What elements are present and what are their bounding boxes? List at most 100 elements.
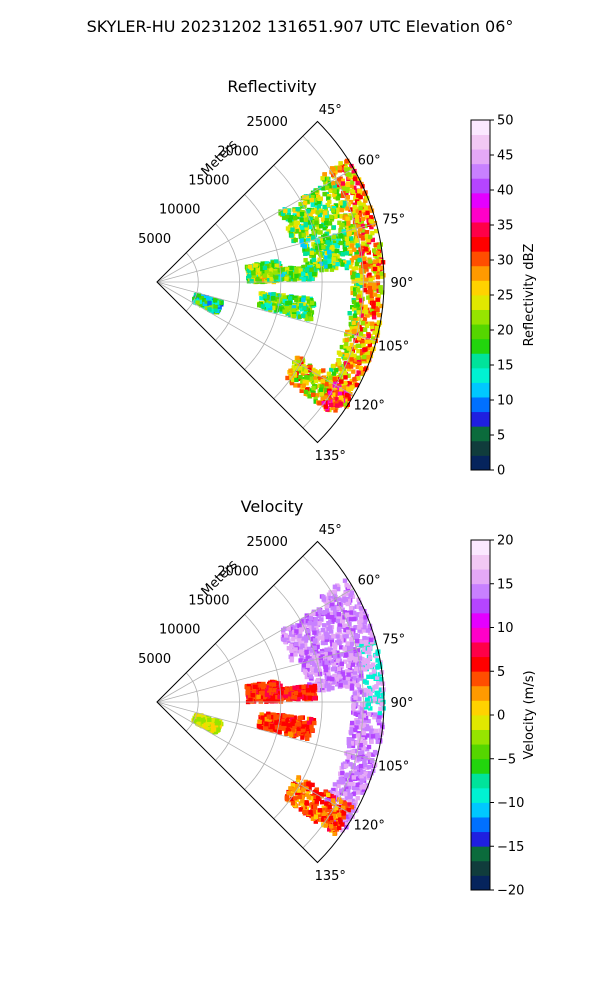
echo-pixel (285, 717, 290, 722)
echo-pixel (365, 313, 370, 318)
figure-title: SKYLER-HU 20231202 131651.907 UTC Elevat… (87, 17, 514, 36)
echo-pixel (352, 377, 357, 382)
echo-pixel (293, 647, 298, 652)
echo-pixel (310, 666, 315, 671)
echo-pixel (349, 805, 355, 810)
colorbar-segment (471, 787, 490, 803)
echo-pixel (299, 694, 304, 700)
echo-pixel (278, 209, 283, 214)
echo-pixel (361, 232, 366, 237)
echo-pixel (354, 702, 359, 707)
echo-pixel (352, 616, 357, 622)
echo-pixel (376, 681, 381, 686)
velocity-panel: Velocity50001000015000200002500045°60°75… (138, 497, 537, 899)
echo-pixel (347, 743, 352, 749)
echo-pixel (358, 613, 364, 618)
echo-pixel (367, 626, 373, 631)
echo-pixel (343, 659, 348, 664)
echo-pixel (351, 706, 356, 711)
colorbar-segment (471, 455, 490, 471)
echo-pixel (307, 220, 313, 225)
echo-pixel (297, 314, 303, 319)
echo-pixel (324, 185, 330, 190)
echo-pixel (357, 652, 362, 657)
echo-pixel (367, 623, 373, 629)
echo-pixel (277, 730, 282, 735)
echo-pixel (327, 241, 332, 246)
colorbar-tick-label: 15 (497, 577, 514, 592)
echo-pixel (351, 628, 356, 633)
echo-pixel (346, 737, 351, 742)
echo-pixel (355, 678, 360, 683)
echo-pixel (298, 202, 303, 207)
echo-pixel (366, 744, 372, 750)
echo-pixel (344, 786, 349, 791)
echo-pixel (342, 260, 348, 265)
echo-pixel (298, 268, 303, 273)
echo-pixel (328, 384, 333, 389)
echo-pixel (314, 611, 319, 617)
echo-pixel (310, 643, 315, 648)
echo-pixel (304, 217, 309, 222)
echo-pixel (340, 612, 346, 618)
echo-pixel (280, 211, 286, 217)
echo-pixel (257, 303, 262, 308)
colorbar-segment (471, 440, 490, 456)
echo-pixel (321, 634, 327, 639)
echo-pixel (304, 731, 309, 736)
echo-pixel (342, 247, 348, 252)
range-tick-label: 5000 (138, 232, 171, 247)
echo-pixel (315, 672, 320, 677)
echo-pixel (372, 282, 377, 287)
echo-pixel (330, 245, 335, 250)
echo-pixel (331, 253, 337, 258)
echo-pixel (364, 267, 369, 272)
echo-pixel (372, 266, 378, 272)
echo-pixel (349, 357, 354, 362)
echo-pixel (368, 691, 373, 696)
echo-pixel (298, 658, 303, 663)
echo-pixel (338, 228, 343, 233)
echo-pixel (353, 292, 358, 297)
echo-pixel (331, 208, 336, 213)
echo-pixel (318, 375, 323, 381)
colorbar-segment (471, 700, 490, 716)
echo-pixel (309, 813, 314, 819)
echo-pixel (352, 204, 357, 210)
echo-pixel (336, 180, 341, 185)
echo-pixel (331, 661, 337, 667)
echo-pixel (348, 364, 354, 369)
echo-pixel (338, 161, 343, 166)
echo-pixel (367, 272, 372, 277)
echo-pixel (312, 260, 318, 266)
echo-pixel (347, 646, 352, 651)
echo-pixel (292, 625, 297, 630)
echo-pixel (349, 590, 355, 595)
echo-pixel (344, 634, 349, 639)
echo-pixel (319, 391, 324, 396)
colorbar-segment (471, 773, 490, 789)
echo-pixel (319, 617, 324, 622)
colorbar-segment (471, 251, 490, 267)
echo-pixel (300, 225, 305, 230)
echo-pixel (311, 235, 316, 240)
echo-pixel (330, 602, 335, 607)
echo-pixel (352, 202, 357, 207)
echo-pixel (303, 658, 309, 664)
echo-pixel (361, 713, 366, 718)
echo-pixel (332, 183, 337, 189)
echo-pixel (369, 208, 375, 213)
echo-pixel (256, 265, 261, 271)
echo-pixel (319, 661, 324, 667)
echo-pixel (360, 750, 365, 755)
echo-pixel (336, 597, 342, 602)
echo-pixel (315, 636, 320, 641)
echo-pixel (354, 766, 360, 771)
echo-pixel (207, 307, 212, 312)
echo-pixel (321, 792, 326, 797)
echo-pixel (303, 389, 309, 394)
echo-pixel (321, 244, 326, 250)
echo-pixel (376, 258, 381, 263)
echo-pixel (324, 647, 329, 652)
